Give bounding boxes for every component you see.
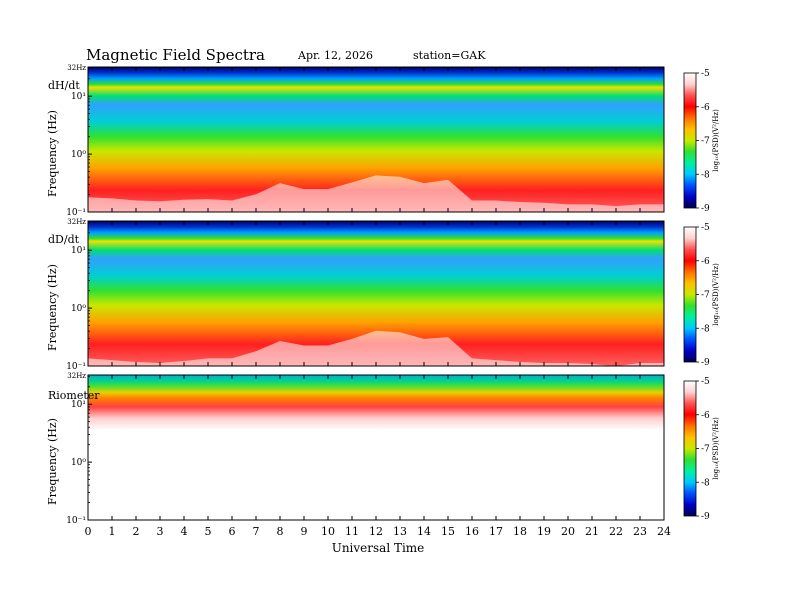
y-tick-label: 10¹ bbox=[71, 92, 86, 102]
colorbar-label: log₁₀(PSD)(V²/Hz) bbox=[712, 263, 720, 326]
x-tick-label: 13 bbox=[393, 525, 407, 538]
chart-title: Magnetic Field Spectra bbox=[86, 46, 265, 64]
y-tick-label: 10⁻¹ bbox=[66, 516, 86, 526]
x-tick-label: 3 bbox=[157, 525, 164, 538]
y-tick-label: 10⁰ bbox=[71, 304, 86, 314]
colorbar bbox=[683, 72, 697, 209]
colorbar-tick-label: -5 bbox=[701, 223, 710, 233]
x-tick-label: 5 bbox=[205, 525, 212, 538]
x-tick-label: 23 bbox=[633, 525, 647, 538]
panel-name-label: dD/dt bbox=[48, 233, 80, 246]
x-tick-label: 16 bbox=[465, 525, 479, 538]
spectrogram-image bbox=[88, 375, 664, 520]
x-tick-label: 24 bbox=[657, 525, 671, 538]
x-tick-label: 19 bbox=[537, 525, 551, 538]
colorbar-tick-label: -8 bbox=[701, 324, 710, 334]
colorbar-tick-label: -7 bbox=[701, 445, 710, 455]
x-tick-label: 17 bbox=[489, 525, 503, 538]
y-tick-label: 32Hz bbox=[67, 218, 86, 226]
colorbar-tick-label: -9 bbox=[701, 512, 710, 522]
y-tick-label: 10⁻¹ bbox=[66, 362, 86, 372]
y-tick-label: 10⁻¹ bbox=[66, 208, 86, 218]
y-tick-label: 32Hz bbox=[67, 372, 86, 380]
colorbar-label: log₁₀(PSD)(V²/Hz) bbox=[712, 109, 720, 172]
y-axis-label: Frequency (Hz) bbox=[46, 418, 59, 505]
panel-name-label: dH/dt bbox=[48, 79, 80, 92]
x-tick-label: 10 bbox=[321, 525, 335, 538]
colorbar-tick-label: -9 bbox=[701, 204, 710, 214]
x-tick-label: 18 bbox=[513, 525, 527, 538]
x-tick-label: 14 bbox=[417, 525, 431, 538]
colorbar-tick-label: -5 bbox=[701, 377, 710, 387]
colorbar-tick-label: -5 bbox=[701, 69, 710, 79]
x-tick-label: 20 bbox=[561, 525, 575, 538]
x-tick-label: 0 bbox=[85, 525, 92, 538]
y-axis-label: Frequency (Hz) bbox=[46, 110, 59, 197]
colorbar-tick-label: -6 bbox=[701, 103, 710, 113]
colorbar bbox=[683, 380, 697, 517]
x-tick-label: 4 bbox=[181, 525, 188, 538]
x-tick-label: 8 bbox=[277, 525, 284, 538]
x-tick-label: 1 bbox=[109, 525, 116, 538]
panel-1: dD/dt Frequency (Hz) 32Hz 10¹ 10⁰ 10⁻¹ -5 -6 -7 -… bbox=[46, 218, 720, 372]
x-tick-label: 6 bbox=[229, 525, 236, 538]
station-label: station=GAK bbox=[413, 49, 486, 62]
x-tick-label: 11 bbox=[345, 525, 359, 538]
y-tick-label: 10⁰ bbox=[71, 150, 86, 160]
panel-name-label: Riometer bbox=[48, 389, 100, 402]
panel-0: dH/dt Frequency (Hz) 32Hz 10¹ 10⁰ 10⁻¹ -5 -6 -7 -… bbox=[46, 64, 720, 218]
x-tick-label: 2 bbox=[133, 525, 140, 538]
colorbar-label: log₁₀(PSD)(V²/Hz) bbox=[712, 417, 720, 480]
y-tick-label: 10¹ bbox=[71, 246, 86, 256]
colorbar-tick-label: -6 bbox=[701, 411, 710, 421]
colorbar-tick-label: -8 bbox=[701, 478, 710, 488]
colorbar-tick-label: -6 bbox=[701, 257, 710, 267]
chart-date: Apr. 12, 2026 bbox=[297, 49, 373, 62]
noise-floor-region bbox=[88, 175, 664, 212]
x-tick-label: 12 bbox=[369, 525, 383, 538]
colorbar-tick-label: -7 bbox=[701, 137, 710, 147]
x-tick-label: 15 bbox=[441, 525, 455, 538]
x-tick-label: 22 bbox=[609, 525, 623, 538]
x-axis-label: Universal Time bbox=[332, 541, 425, 555]
colorbar bbox=[683, 226, 697, 363]
colorbar-tick-label: -9 bbox=[701, 358, 710, 368]
y-axis-label: Frequency (Hz) bbox=[46, 264, 59, 351]
y-tick-label: 10¹ bbox=[71, 400, 86, 410]
panel-2: Riometer Frequency (Hz) 32Hz 10¹ 10⁰ 10⁻¹ -5 -6… bbox=[46, 372, 720, 526]
colorbar-tick-label: -8 bbox=[701, 170, 710, 180]
x-tick-label: 21 bbox=[585, 525, 599, 538]
colorbar-tick-label: -7 bbox=[701, 291, 710, 301]
panels-group: dH/dt Frequency (Hz) 32Hz 10¹ 10⁰ 10⁻¹ -5 -6 -7 -… bbox=[46, 64, 720, 538]
x-tick-label: 7 bbox=[253, 525, 260, 538]
noise-floor-region bbox=[88, 330, 664, 367]
x-tick-label: 9 bbox=[301, 525, 308, 538]
y-tick-label: 10⁰ bbox=[71, 458, 86, 468]
y-tick-label: 32Hz bbox=[67, 64, 86, 72]
